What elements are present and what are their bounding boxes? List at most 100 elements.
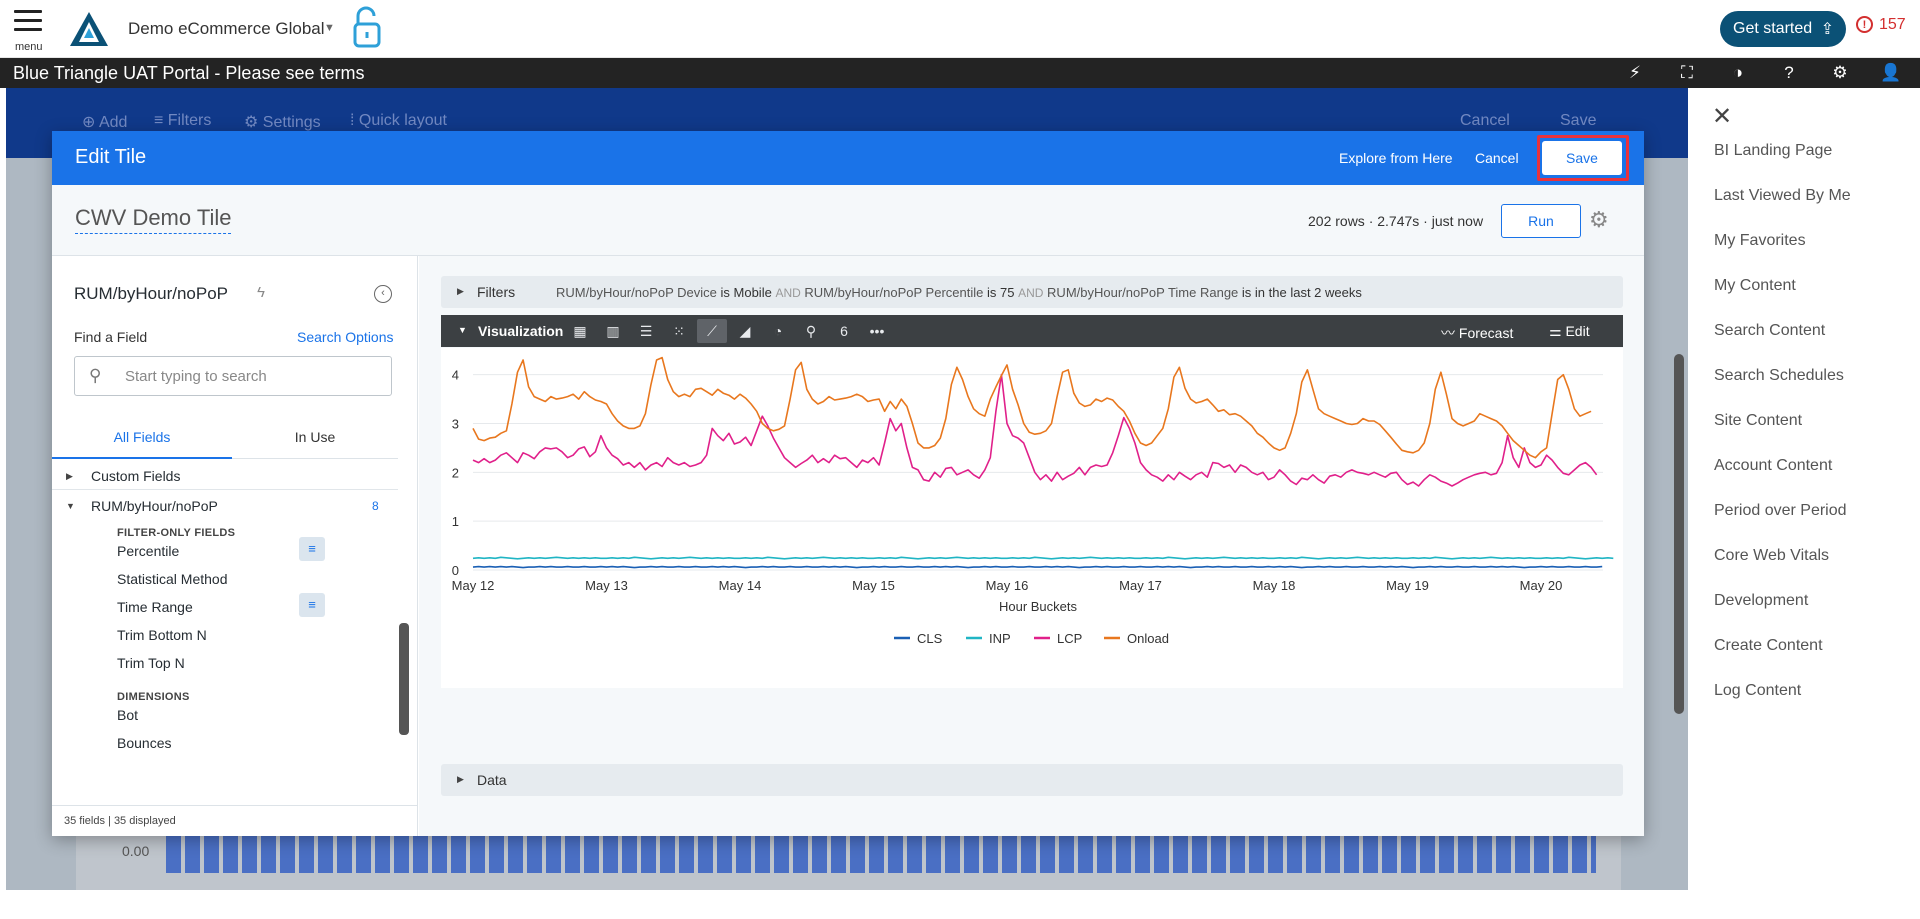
filters-section[interactable]: ▶ Filters RUM/byHour/noPoP Device is Mob… (441, 276, 1623, 308)
dashboard-save-button[interactable]: Save (1560, 112, 1597, 129)
line-chart-icon[interactable]: ⟋ (697, 319, 727, 343)
lightning-icon[interactable]: ⚡ (1629, 63, 1641, 82)
menu-item-log-content[interactable]: Log Content (1714, 682, 1802, 699)
collapse-panel-icon[interactable]: ‹ (374, 285, 392, 303)
area-chart-icon[interactable]: ◢ (739, 323, 751, 339)
save-button[interactable]: Save (1542, 141, 1622, 175)
x-tick-label: May 12 (452, 578, 495, 593)
custom-fields-group[interactable]: ▶ Custom Fields (52, 468, 398, 492)
filter-icon[interactable]: ≡ (299, 593, 325, 617)
edit-label: Edit (1565, 323, 1590, 339)
page-scrollbar[interactable] (1672, 330, 1686, 870)
settings-gear-icon[interactable]: ⚙ (1832, 63, 1848, 82)
field-count-footer: 35 fields | 35 displayed (52, 805, 418, 836)
search-options-link[interactable]: Search Options (297, 329, 394, 345)
user-icon[interactable]: 👤 (1880, 63, 1902, 82)
close-icon[interactable]: ✕ (1712, 103, 1733, 130)
cancel-button[interactable]: Cancel (1475, 150, 1519, 166)
gear-icon[interactable]: ⚙ (1589, 207, 1609, 232)
menu-item-bi-landing-page[interactable]: BI Landing Page (1714, 142, 1833, 159)
scatter-icon[interactable]: ⁙ (673, 323, 685, 339)
view-name: RUM/byHour/noPoP (74, 284, 229, 303)
page-scrollbar-thumb[interactable] (1674, 354, 1684, 714)
bar-chart-icon[interactable]: ☰ (639, 323, 653, 339)
filters-button[interactable]: ≡ Filters (154, 112, 212, 129)
account-selector[interactable]: Demo eCommerce Global (128, 19, 325, 38)
series-line-onload (472, 356, 1592, 459)
field-trim-top[interactable]: Trim Top N (117, 655, 185, 671)
tile-name-input[interactable]: CWV Demo Tile (75, 205, 232, 234)
x-tick-label: May 18 (1253, 578, 1296, 593)
blue-triangle-logo-icon[interactable] (68, 10, 110, 48)
menu-item-create-content[interactable]: Create Content (1714, 637, 1823, 654)
quick-layout-label: Quick layout (358, 112, 447, 129)
menu-item-my-content[interactable]: My Content (1714, 277, 1796, 294)
explore-from-here-button[interactable]: Explore from Here (1339, 150, 1453, 166)
menu-item-account-content[interactable]: Account Content (1714, 457, 1833, 474)
map-pin-icon[interactable]: ⚲ (805, 323, 817, 339)
caret-right-icon: ▶ (457, 774, 464, 784)
group-label: Custom Fields (91, 468, 181, 484)
settings-label: Settings (262, 114, 321, 131)
caret-right-icon: ▶ (66, 471, 73, 481)
field-statistical-method[interactable]: Statistical Method (117, 571, 228, 587)
menu-label: menu (15, 41, 43, 53)
dashboard-cancel-button[interactable]: Cancel (1460, 112, 1510, 129)
get-started-button[interactable]: Get started ⇪ (1720, 11, 1846, 47)
menu-item-core-web-vitals[interactable]: Core Web Vitals (1714, 547, 1830, 564)
menu-item-favorites[interactable]: My Favorites (1714, 232, 1806, 249)
content-side-menu: ✕ BI Landing Page Last Viewed By Me My F… (1690, 88, 1920, 890)
query-meta: 202 rows · 2.747s · just now (1308, 213, 1484, 229)
fullscreen-icon[interactable]: ⛶ (1681, 63, 1693, 82)
filter-joiner: AND (775, 286, 801, 300)
field-bounces[interactable]: Bounces (117, 735, 172, 751)
pie-chart-icon[interactable]: ◔ (773, 323, 783, 339)
view-group[interactable]: ▼ RUM/byHour/noPoP 8 (52, 498, 398, 522)
menu-item-site-content[interactable]: Site Content (1714, 412, 1803, 429)
field-list-scrollbar[interactable] (396, 611, 412, 919)
menu-button[interactable]: menu (14, 10, 43, 53)
more-icon[interactable]: ••• (869, 323, 885, 339)
quick-layout-button[interactable]: ⁞ Quick layout (350, 112, 447, 129)
run-button[interactable]: Run (1501, 204, 1581, 238)
help-icon[interactable]: ? (1784, 63, 1794, 82)
caret-down-icon[interactable]: ▼ (458, 325, 467, 335)
field-search-input[interactable]: ⚲ Start typing to search (74, 356, 392, 396)
field-percentile[interactable]: Percentile (117, 543, 180, 559)
caret-down-icon[interactable]: ▼ (324, 22, 335, 34)
search-icon: ⚲ (89, 366, 102, 385)
hamburger-icon (14, 10, 42, 13)
menu-item-period-over-period[interactable]: Period over Period (1714, 502, 1847, 519)
lightning-icon[interactable]: ϟ (257, 284, 265, 301)
table-icon[interactable]: ▦ (573, 323, 587, 339)
menu-item-development[interactable]: Development (1714, 592, 1809, 609)
contrast-icon[interactable]: ◑ (1732, 63, 1744, 82)
edit-viz-button[interactable]: ⚌ Edit (1549, 323, 1590, 340)
settings-button[interactable]: ⚙ Settings (244, 114, 321, 131)
caret-down-icon: ▼ (66, 501, 75, 511)
menu-item-search-schedules[interactable]: Search Schedules (1714, 367, 1844, 384)
field-time-range[interactable]: Time Range (117, 599, 193, 615)
forecast-button[interactable]: 〰 Forecast (1441, 323, 1513, 343)
tab-in-use[interactable]: In Use (294, 429, 336, 445)
unlock-icon[interactable] (352, 6, 382, 50)
x-tick-label: May 13 (585, 578, 628, 593)
field-trim-bottom[interactable]: Trim Bottom N (117, 627, 207, 643)
field-picker: RUM/byHour/noPoP ϟ ‹ Find a Field Search… (52, 256, 418, 836)
filter-condition: is Mobile (720, 285, 772, 300)
menu-item-last-viewed[interactable]: Last Viewed By Me (1714, 187, 1851, 204)
save-highlight-box (1537, 135, 1629, 181)
search-placeholder: Start typing to search (125, 368, 267, 385)
data-label: Data (477, 772, 507, 788)
single-value-icon[interactable]: 6 (840, 323, 848, 339)
filter-icon[interactable]: ≡ (299, 537, 325, 561)
tab-all-fields[interactable]: All Fields (52, 429, 232, 459)
field-list-scrollbar-thumb[interactable] (399, 623, 409, 735)
add-button[interactable]: ⊕ Add (82, 114, 128, 131)
field-bot[interactable]: Bot (117, 707, 139, 723)
alert-indicator[interactable]: ! 157 (1856, 16, 1906, 34)
data-section[interactable]: ▶ Data (441, 764, 1623, 796)
rocket-icon: ⇪ (1820, 21, 1834, 38)
menu-item-search-content[interactable]: Search Content (1714, 322, 1826, 339)
column-chart-icon[interactable]: ▥ (606, 323, 620, 339)
